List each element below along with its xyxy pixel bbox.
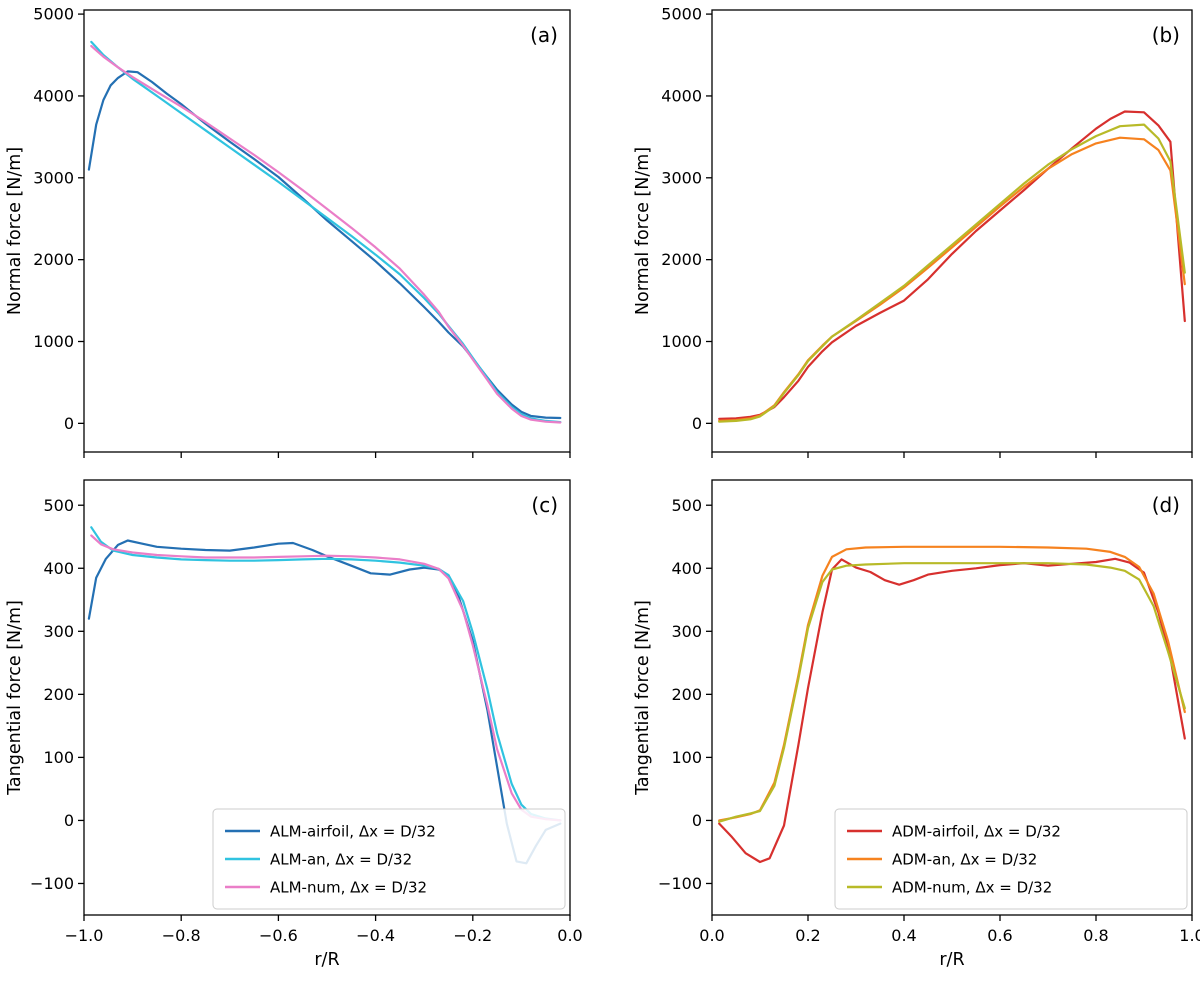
legend: ALM-airfoil, Δx = D/32 ALM-an, Δx = D/32 A… <box>212 808 566 910</box>
y-tick-label: 4000 <box>661 87 702 106</box>
x-tick-label: 0.8 <box>1083 926 1108 945</box>
y-axis-label: Tangential force [N/m] <box>5 600 25 796</box>
x-tick-label: 0.4 <box>891 926 916 945</box>
axes-a: 0 1000 2000 3000 4000 5000 Normal force [N/m] (… <box>5 5 571 458</box>
y-tick-label: 500 <box>671 496 702 515</box>
legend-label: ADM-airfoil, Δx = D/32 <box>892 822 1061 840</box>
series-line <box>90 44 562 424</box>
y-tick-label: 200 <box>671 685 702 704</box>
legend-box <box>834 808 1188 910</box>
y-tick-label: 1000 <box>33 332 74 351</box>
x-tick-label: −1.0 <box>65 926 104 945</box>
y-tick-label: 5000 <box>33 5 74 24</box>
legend-box <box>212 808 566 910</box>
y-tick-label: −100 <box>30 874 74 893</box>
series-line <box>718 545 1186 822</box>
series-line <box>90 534 562 822</box>
y-tick-label: −100 <box>658 874 702 893</box>
y-tick-label: 3000 <box>33 168 74 187</box>
x-tick-label: 1.0 <box>1179 926 1200 945</box>
x-axis-label: r/R <box>939 950 964 970</box>
y-tick-label: 0 <box>692 811 702 830</box>
series-line <box>718 557 1186 864</box>
axes-frame <box>83 479 571 916</box>
y-tick-label: 100 <box>43 748 74 767</box>
legend-label: ALM-an, Δx = D/32 <box>270 850 412 868</box>
series-line <box>90 526 562 822</box>
series-line <box>90 40 562 424</box>
axes-b: 0 1000 2000 3000 4000 5000 Normal force [N/m] (… <box>633 5 1193 458</box>
y-tick-label: 400 <box>671 559 702 578</box>
y-axis-label: Tangential force [N/m] <box>633 600 653 796</box>
panel-letter: (d) <box>1152 493 1180 517</box>
y-tick-label: 1000 <box>661 332 702 351</box>
legend-label: ADM-an, Δx = D/32 <box>892 850 1037 868</box>
y-tick-label: 2000 <box>33 250 74 269</box>
y-tick-label: 400 <box>43 559 74 578</box>
axes-frame <box>711 479 1193 916</box>
y-tick-label: 300 <box>43 622 74 641</box>
axes-frame <box>711 9 1193 453</box>
x-tick-label: −0.8 <box>162 926 201 945</box>
x-axis-label: r/R <box>314 950 339 970</box>
x-tick-label: −0.4 <box>356 926 395 945</box>
y-tick-label: 4000 <box>33 87 74 106</box>
y-tick-label: 300 <box>671 622 702 641</box>
chart-panel-d: 0.0 0.2 0.4 0.6 0.8 1.0 −100 0 100 200 300 400 500 Ta… <box>633 479 1200 970</box>
legend-label: ALM-airfoil, Δx = D/32 <box>270 822 436 840</box>
chart-panel-b: 0 1000 2000 3000 4000 5000 Normal force [N/m] (… <box>633 5 1193 458</box>
axes-d: 0.0 0.2 0.4 0.6 0.8 1.0 −100 0 100 200 300 400 500 Ta… <box>633 479 1200 970</box>
series-line <box>718 110 1186 420</box>
y-tick-label: 0 <box>64 414 74 433</box>
legend-label: ADM-num, Δx = D/32 <box>892 878 1052 896</box>
y-tick-label: 2000 <box>661 250 702 269</box>
x-tick-label: −0.2 <box>453 926 492 945</box>
series-line <box>718 562 1186 823</box>
x-tick-label: 0.0 <box>557 926 582 945</box>
panel-letter: (a) <box>530 23 558 47</box>
chart-panel-a: 0 1000 2000 3000 4000 5000 Normal force [N/m] (… <box>5 5 571 458</box>
y-axis-label: Normal force [N/m] <box>633 147 653 315</box>
y-tick-label: 200 <box>43 685 74 704</box>
legend: ADM-airfoil, Δx = D/32 ADM-an, Δx = D/32 A… <box>834 808 1188 910</box>
y-tick-label: 3000 <box>661 168 702 187</box>
series-line <box>718 136 1186 422</box>
y-axis-label: Normal force [N/m] <box>5 147 25 315</box>
y-tick-label: 0 <box>64 811 74 830</box>
y-tick-label: 100 <box>671 748 702 767</box>
y-tick-label: 500 <box>43 496 74 515</box>
axes-frame <box>83 9 571 453</box>
x-tick-label: 0.6 <box>987 926 1012 945</box>
x-tick-label: −0.6 <box>259 926 298 945</box>
series-line <box>718 123 1186 423</box>
y-tick-label: 5000 <box>661 5 702 24</box>
chart-panel-c: −1.0 −0.8 −0.6 −0.4 −0.2 0.0 −100 0 100 200 300 400… <box>5 479 583 970</box>
panel-letter: (c) <box>531 493 558 517</box>
panel-letter: (b) <box>1152 23 1180 47</box>
x-tick-label: 0.0 <box>699 926 724 945</box>
series-line <box>87 70 562 420</box>
y-tick-label: 0 <box>692 414 702 433</box>
x-tick-label: 0.2 <box>795 926 820 945</box>
legend-label: ALM-num, Δx = D/32 <box>270 878 427 896</box>
axes-c: −1.0 −0.8 −0.6 −0.4 −0.2 0.0 −100 0 100 200 300 400… <box>5 479 583 970</box>
